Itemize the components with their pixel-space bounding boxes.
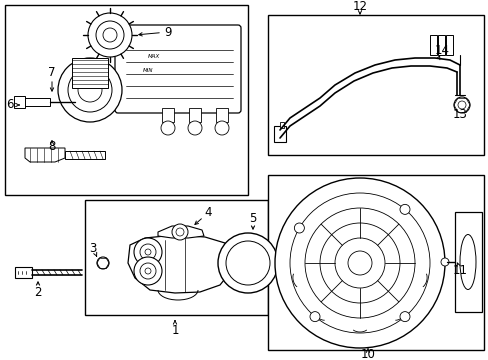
Text: 9: 9 bbox=[164, 26, 171, 39]
Circle shape bbox=[215, 121, 228, 135]
Text: 13: 13 bbox=[451, 108, 467, 122]
Bar bbox=[65, 151, 105, 159]
Text: 12: 12 bbox=[352, 0, 367, 13]
Circle shape bbox=[58, 58, 122, 122]
Circle shape bbox=[309, 312, 319, 321]
Bar bbox=[267, 15, 483, 155]
Circle shape bbox=[96, 21, 124, 49]
Circle shape bbox=[161, 121, 175, 135]
Text: 11: 11 bbox=[451, 264, 467, 276]
Bar bbox=[267, 175, 483, 350]
Polygon shape bbox=[158, 226, 203, 238]
Text: 2: 2 bbox=[34, 287, 41, 300]
Text: 3: 3 bbox=[89, 242, 97, 255]
Bar bbox=[429, 35, 436, 55]
Circle shape bbox=[176, 228, 183, 236]
Circle shape bbox=[88, 13, 132, 57]
Circle shape bbox=[289, 193, 429, 333]
Text: MIN: MIN bbox=[142, 68, 153, 73]
Circle shape bbox=[347, 251, 371, 275]
Circle shape bbox=[225, 241, 269, 285]
Text: 7: 7 bbox=[48, 67, 56, 80]
Bar bbox=[20, 98, 50, 106]
Circle shape bbox=[457, 101, 465, 109]
Bar bbox=[5, 5, 247, 195]
Text: 4: 4 bbox=[204, 207, 211, 220]
Circle shape bbox=[218, 233, 278, 293]
Polygon shape bbox=[25, 148, 65, 162]
Circle shape bbox=[103, 28, 117, 42]
Text: MAX: MAX bbox=[148, 54, 160, 59]
Text: 5: 5 bbox=[249, 211, 256, 225]
Circle shape bbox=[145, 268, 151, 274]
Bar bbox=[445, 35, 452, 55]
Bar bbox=[280, 122, 284, 128]
Circle shape bbox=[399, 312, 409, 321]
Circle shape bbox=[334, 238, 384, 288]
Polygon shape bbox=[128, 235, 229, 293]
Text: 6: 6 bbox=[6, 99, 14, 112]
Circle shape bbox=[145, 249, 151, 255]
Ellipse shape bbox=[459, 234, 475, 289]
Text: 1: 1 bbox=[171, 324, 179, 337]
Bar bbox=[189, 108, 201, 122]
Circle shape bbox=[294, 223, 304, 233]
Circle shape bbox=[97, 257, 109, 269]
Circle shape bbox=[172, 224, 187, 240]
Bar bbox=[273, 126, 285, 142]
Circle shape bbox=[399, 204, 409, 214]
Text: 14: 14 bbox=[434, 44, 448, 57]
Bar bbox=[216, 108, 227, 122]
Text: 10: 10 bbox=[360, 348, 375, 360]
FancyBboxPatch shape bbox=[115, 25, 241, 113]
Bar bbox=[437, 35, 444, 55]
Circle shape bbox=[140, 263, 156, 279]
Bar bbox=[72, 58, 108, 88]
Bar bbox=[15, 267, 32, 278]
Circle shape bbox=[319, 223, 399, 303]
Bar bbox=[85, 200, 267, 315]
Circle shape bbox=[134, 257, 162, 285]
Bar bbox=[162, 108, 174, 122]
Bar bbox=[14, 96, 25, 108]
Circle shape bbox=[453, 97, 469, 113]
Bar bbox=[454, 212, 481, 312]
Circle shape bbox=[134, 238, 162, 266]
Circle shape bbox=[440, 258, 448, 266]
Circle shape bbox=[187, 121, 202, 135]
Text: 8: 8 bbox=[48, 140, 56, 153]
Circle shape bbox=[305, 208, 414, 318]
Circle shape bbox=[78, 78, 102, 102]
Circle shape bbox=[68, 68, 112, 112]
Circle shape bbox=[140, 244, 156, 260]
Circle shape bbox=[274, 178, 444, 348]
